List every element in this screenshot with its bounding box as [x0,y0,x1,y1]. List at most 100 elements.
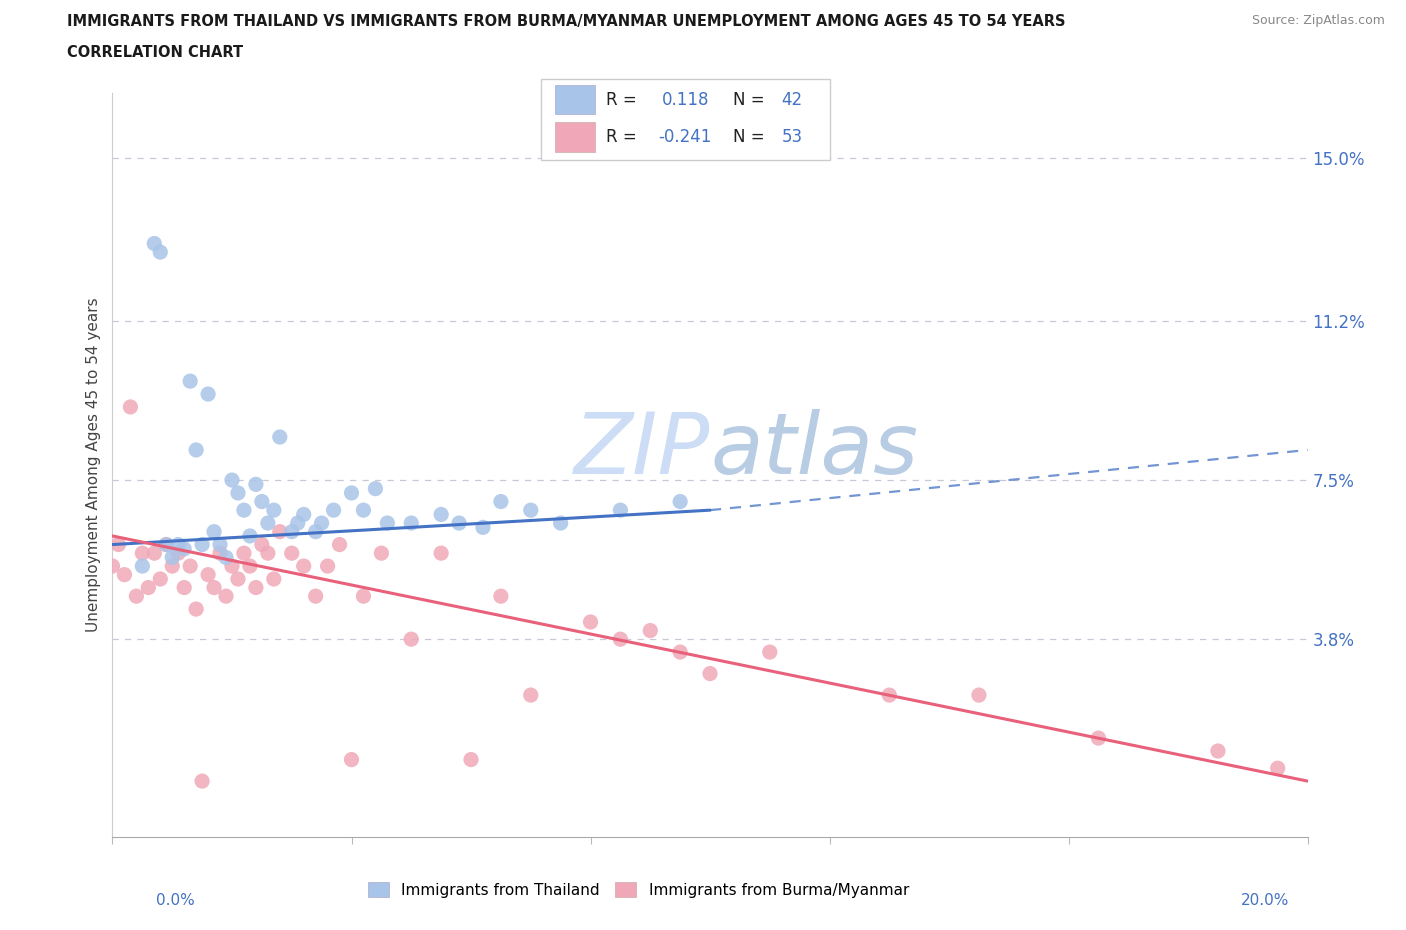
Point [149,572,172,587]
Point [472,520,495,535]
Text: -0.241: -0.241 [658,127,711,146]
Point [257,546,280,561]
Point [179,559,201,574]
Point [640,623,662,638]
Point [609,631,631,646]
Point [167,538,190,552]
Text: ZIP: ZIP [574,408,710,492]
Point [215,589,238,604]
Point [155,538,177,552]
Point [215,550,238,565]
Point [245,580,267,595]
Text: N =: N = [733,90,763,109]
Point [179,374,201,389]
Point [316,559,339,574]
Point [114,567,135,582]
Point [173,541,195,556]
Point [209,538,232,552]
Point [311,515,333,530]
Point [430,546,453,561]
Point [250,494,273,509]
Point [550,515,572,530]
Point [370,546,392,561]
Point [1087,731,1109,746]
Point [305,525,328,539]
Point [281,525,304,539]
Point [101,559,124,574]
Y-axis label: Unemployment Among Ages 45 to 54 years: Unemployment Among Ages 45 to 54 years [86,298,101,632]
Point [143,546,166,561]
Point [340,485,363,500]
Point [221,472,243,487]
Text: 20.0%: 20.0% [1241,893,1289,908]
Point [197,387,219,402]
Point [221,559,243,574]
Point [149,245,172,259]
Point [353,589,375,604]
Point [131,546,153,561]
Point [340,752,363,767]
Point [239,528,262,543]
Point [1267,761,1289,776]
Point [155,538,177,552]
Point [460,752,482,767]
Point [233,546,256,561]
Point [489,589,512,604]
Text: CORRELATION CHART: CORRELATION CHART [67,45,243,60]
Text: R =: R = [606,90,637,109]
Point [131,559,153,574]
Point [329,538,352,552]
Point [269,525,291,539]
Point [162,550,183,565]
Point [292,507,315,522]
Point [281,546,304,561]
Point [292,559,315,574]
Point [967,687,990,702]
Point [430,507,453,522]
Text: IMMIGRANTS FROM THAILAND VS IMMIGRANTS FROM BURMA/MYANMAR UNEMPLOYMENT AMONG AGE: IMMIGRANTS FROM THAILAND VS IMMIGRANTS F… [67,14,1066,29]
Point [353,503,375,518]
Point [186,443,208,458]
Point [879,687,901,702]
Point [322,503,344,518]
Point [263,572,285,587]
Point [579,615,602,630]
Point [162,559,183,574]
Point [520,687,543,702]
Point [699,666,721,681]
Point [257,515,280,530]
Point [287,515,309,530]
Legend: Immigrants from Thailand, Immigrants from Burma/Myanmar: Immigrants from Thailand, Immigrants fro… [361,876,915,904]
Text: Source: ZipAtlas.com: Source: ZipAtlas.com [1251,14,1385,27]
Point [202,580,225,595]
Point [1206,744,1229,759]
Text: N =: N = [733,127,763,146]
Point [107,538,129,552]
Point [120,400,142,415]
Point [759,644,782,659]
Text: 42: 42 [782,90,803,109]
Point [669,644,692,659]
Point [245,477,267,492]
Point [263,503,285,518]
Point [167,546,190,561]
Point [489,494,512,509]
Point [138,580,160,595]
Point [173,580,195,595]
Text: R =: R = [606,127,637,146]
Point [226,485,249,500]
Point [197,567,219,582]
Point [250,538,273,552]
Point [143,236,166,251]
Point [449,515,471,530]
Text: 0.0%: 0.0% [156,893,195,908]
Point [202,525,225,539]
Text: 0.118: 0.118 [662,90,710,109]
Point [609,503,631,518]
Text: 53: 53 [782,127,803,146]
Point [191,538,214,552]
Point [226,572,249,587]
Point [401,515,423,530]
Point [269,430,291,445]
Text: atlas: atlas [710,408,918,492]
